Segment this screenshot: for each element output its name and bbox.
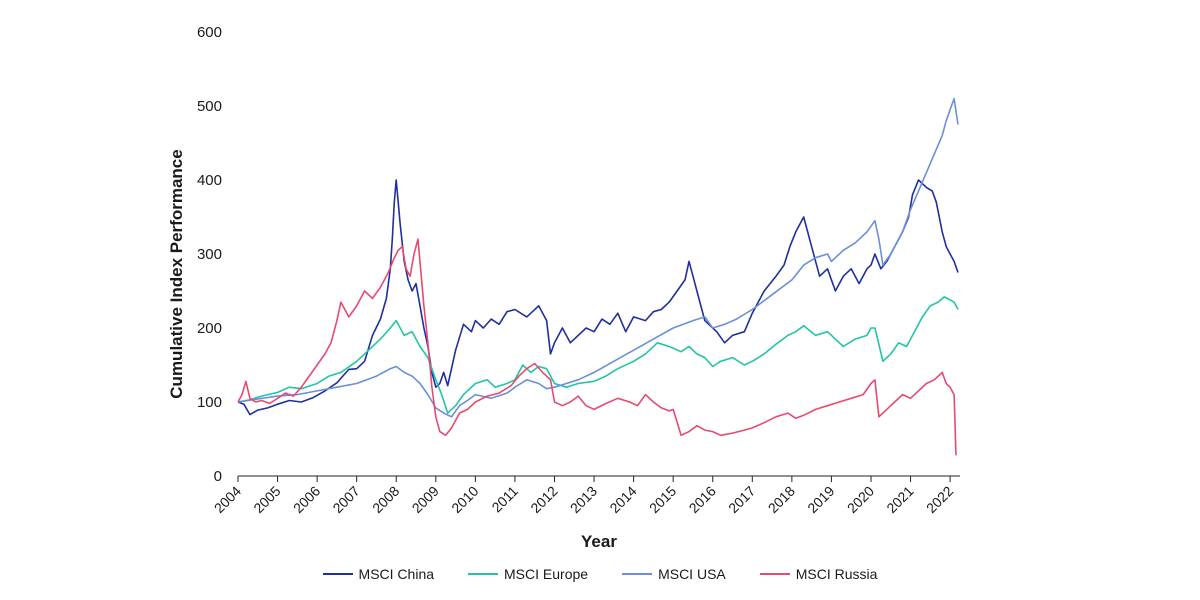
y-tick-label: 500 bbox=[197, 98, 222, 115]
x-tick-label: 2013 bbox=[567, 483, 600, 516]
x-tick-label: 2021 bbox=[883, 483, 916, 516]
x-tick-label: 2012 bbox=[527, 483, 560, 516]
y-axis-title: Cumulative Index Performance bbox=[167, 149, 186, 398]
y-tick-label: 200 bbox=[197, 320, 222, 337]
legend-item: MSCI China bbox=[322, 566, 435, 582]
series-line-msci-russia bbox=[237, 238, 957, 456]
x-tick-label: 2020 bbox=[844, 483, 877, 516]
legend-label: MSCI Europe bbox=[504, 566, 589, 582]
x-tick-label: 2015 bbox=[646, 483, 679, 516]
legend-item: MSCI USA bbox=[622, 566, 726, 582]
x-tick-label: 2019 bbox=[804, 483, 837, 516]
y-tick-label: 0 bbox=[214, 468, 222, 485]
legend-swatch bbox=[322, 573, 353, 575]
series-line-msci-usa bbox=[237, 97, 959, 418]
chart-legend: MSCI China MSCI Europe MSCI USA MSCI Russia bbox=[0, 566, 1200, 582]
legend-label: MSCI China bbox=[358, 566, 435, 582]
x-tick-label: 2006 bbox=[290, 483, 323, 516]
legend-swatch bbox=[759, 573, 790, 575]
x-tick-label: 2014 bbox=[606, 483, 639, 516]
legend-item: MSCI Russia bbox=[759, 566, 878, 582]
y-tick-label: 600 bbox=[197, 24, 222, 41]
x-tick-label: 2011 bbox=[488, 483, 521, 516]
x-tick-label: 2007 bbox=[329, 483, 362, 516]
y-tick-label: 100 bbox=[197, 394, 222, 411]
x-tick-label: 2005 bbox=[250, 483, 283, 516]
y-tick-label: 400 bbox=[197, 172, 222, 189]
y-tick-label: 300 bbox=[197, 246, 222, 263]
legend-swatch bbox=[468, 573, 499, 575]
legend-item: MSCI Europe bbox=[468, 566, 588, 582]
x-tick-label: 2016 bbox=[686, 483, 719, 516]
x-tick-label: 2004 bbox=[211, 483, 244, 516]
x-tick-label: 2018 bbox=[765, 483, 798, 516]
legend-swatch bbox=[622, 573, 653, 575]
x-axis-title: Year bbox=[581, 532, 617, 551]
x-tick-label: 2010 bbox=[448, 483, 481, 516]
legend-label: MSCI Russia bbox=[795, 566, 878, 582]
legend-label: MSCI USA bbox=[658, 566, 726, 582]
series-line-msci-europe bbox=[237, 296, 959, 414]
x-tick-label: 2017 bbox=[725, 483, 758, 516]
series-line-msci-china bbox=[237, 179, 959, 416]
x-tick-label: 2022 bbox=[923, 483, 956, 516]
x-tick-label: 2008 bbox=[369, 483, 402, 516]
x-tick-label: 2009 bbox=[409, 483, 442, 516]
